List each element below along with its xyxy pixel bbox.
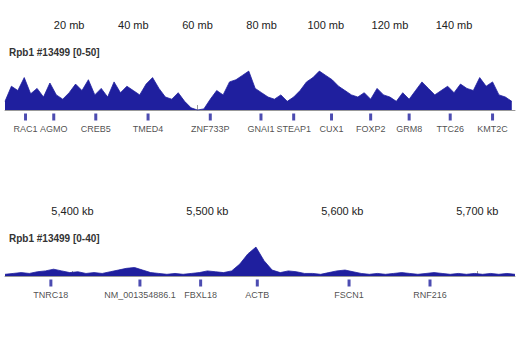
svg-text:Rpb1 #13499 [0-50]: Rpb1 #13499 [0-50] [9,47,100,58]
svg-text:ACTB: ACTB [245,290,269,300]
svg-text:5,400 kb: 5,400 kb [51,205,93,217]
svg-text:GNAI1: GNAI1 [247,124,274,134]
svg-text:5,700 kb: 5,700 kb [456,205,498,217]
svg-text:RNF216: RNF216 [413,290,447,300]
svg-text:GRM8: GRM8 [396,124,422,134]
svg-text:FBXL18: FBXL18 [184,290,217,300]
svg-text:120 mb: 120 mb [372,19,409,31]
svg-text:Rpb1 #13499 [0-40]: Rpb1 #13499 [0-40] [9,233,100,244]
svg-text:100 mb: 100 mb [307,19,344,31]
svg-text:5,500 kb: 5,500 kb [186,205,228,217]
svg-text:ZNF733P: ZNF733P [191,124,230,134]
svg-text:KMT2C: KMT2C [477,124,508,134]
svg-text:80 mb: 80 mb [246,19,277,31]
svg-text:RAC1: RAC1 [14,124,38,134]
svg-text:TTC26: TTC26 [436,124,464,134]
svg-text:FOXP2: FOXP2 [356,124,386,134]
svg-text:40 mb: 40 mb [118,19,149,31]
svg-text:AGMO: AGMO [40,124,68,134]
svg-text:TNRC18: TNRC18 [33,290,68,300]
svg-text:20 mb: 20 mb [54,19,85,31]
svg-text:5,600 kb: 5,600 kb [321,205,363,217]
svg-text:FSCN1: FSCN1 [334,290,364,300]
svg-text:TMED4: TMED4 [133,124,164,134]
svg-text:STEAP1: STEAP1 [276,124,311,134]
svg-text:60 mb: 60 mb [182,19,213,31]
svg-text:CUX1: CUX1 [320,124,344,134]
svg-text:NM_001354886.1: NM_001354886.1 [104,290,176,300]
svg-text:CREB5: CREB5 [81,124,111,134]
svg-text:140 mb: 140 mb [436,19,473,31]
